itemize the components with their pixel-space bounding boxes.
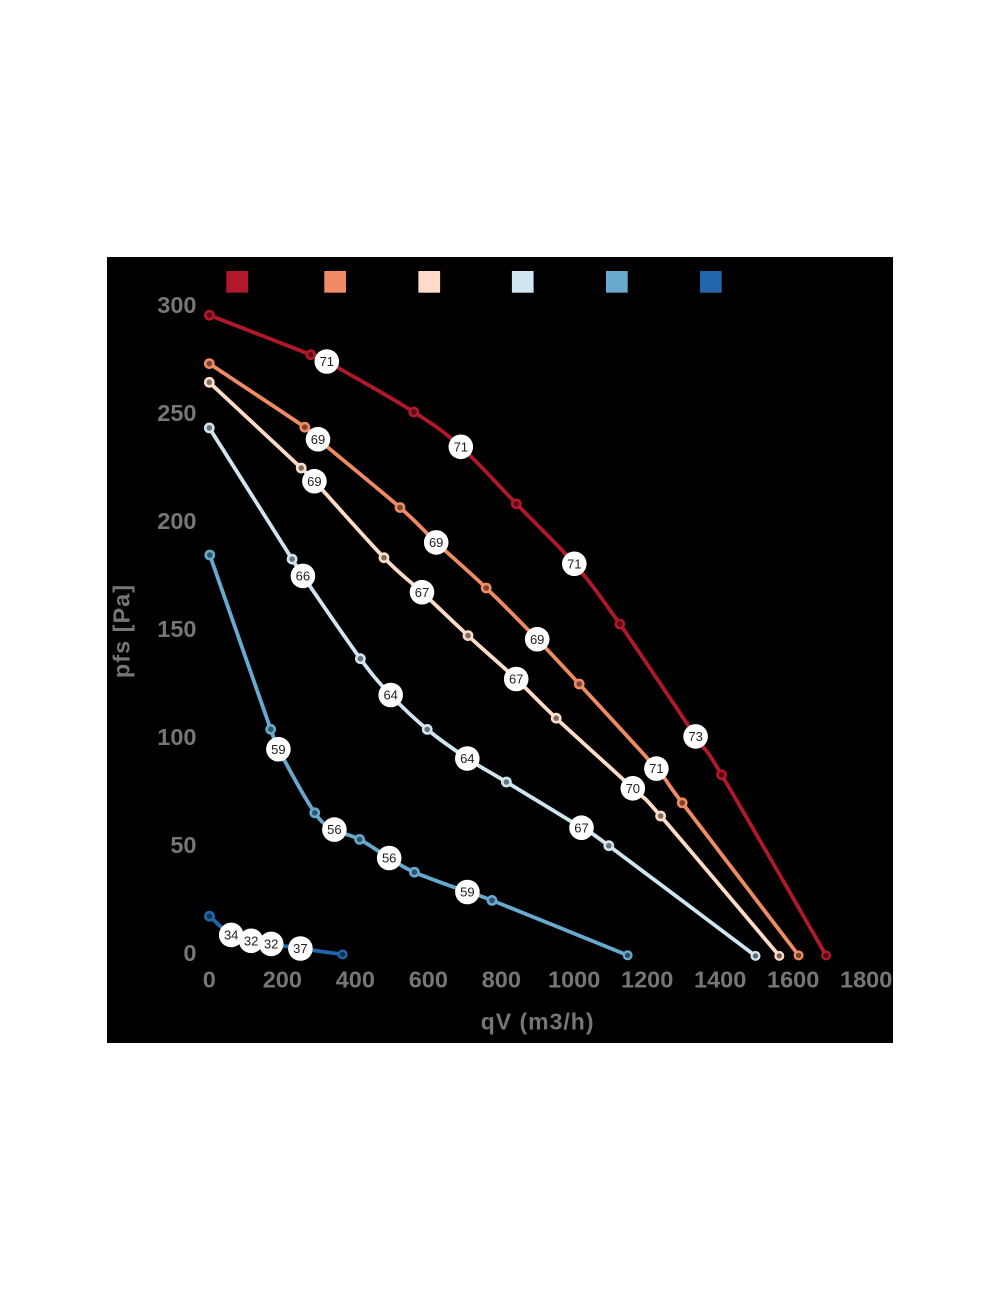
svg-text:0: 0: [183, 940, 196, 966]
svg-text:400: 400: [336, 966, 375, 992]
svg-text:300: 300: [157, 292, 196, 318]
svg-text:1200: 1200: [621, 966, 673, 992]
svg-text:34: 34: [224, 928, 238, 943]
svg-text:67: 67: [574, 820, 588, 835]
svg-text:73: 73: [688, 729, 702, 744]
svg-text:pfs [Pa]: pfs [Pa]: [108, 584, 134, 678]
svg-text:69: 69: [311, 432, 325, 447]
svg-text:150: 150: [157, 616, 196, 642]
svg-text:71: 71: [649, 761, 663, 776]
svg-text:32: 32: [244, 933, 258, 948]
svg-text:56: 56: [382, 851, 396, 866]
svg-text:67: 67: [415, 585, 429, 600]
svg-text:37: 37: [293, 941, 307, 956]
svg-text:200: 200: [263, 966, 302, 992]
svg-text:70: 70: [626, 781, 640, 796]
svg-text:1400: 1400: [694, 966, 746, 992]
svg-text:0: 0: [203, 966, 216, 992]
svg-text:1000: 1000: [548, 966, 600, 992]
svg-text:71: 71: [454, 439, 468, 454]
svg-text:100: 100: [157, 724, 196, 750]
svg-text:32: 32: [264, 937, 278, 952]
svg-text:69: 69: [429, 535, 443, 550]
svg-text:64: 64: [460, 751, 474, 766]
svg-text:66: 66: [296, 569, 310, 584]
svg-text:50: 50: [170, 832, 196, 858]
svg-text:69: 69: [307, 474, 321, 489]
svg-text:qV (m3/h): qV (m3/h): [481, 1009, 595, 1035]
svg-text:56: 56: [327, 822, 341, 837]
svg-text:71: 71: [320, 354, 334, 369]
svg-text:1800: 1800: [840, 966, 892, 992]
svg-text:1600: 1600: [767, 966, 819, 992]
svg-text:67: 67: [509, 672, 523, 687]
svg-text:600: 600: [409, 966, 448, 992]
svg-text:59: 59: [460, 885, 474, 900]
svg-text:69: 69: [530, 632, 544, 647]
svg-text:250: 250: [157, 400, 196, 426]
svg-text:71: 71: [567, 556, 581, 571]
svg-text:200: 200: [157, 508, 196, 534]
svg-text:59: 59: [271, 742, 285, 757]
svg-text:64: 64: [383, 688, 397, 703]
svg-text:800: 800: [482, 966, 521, 992]
